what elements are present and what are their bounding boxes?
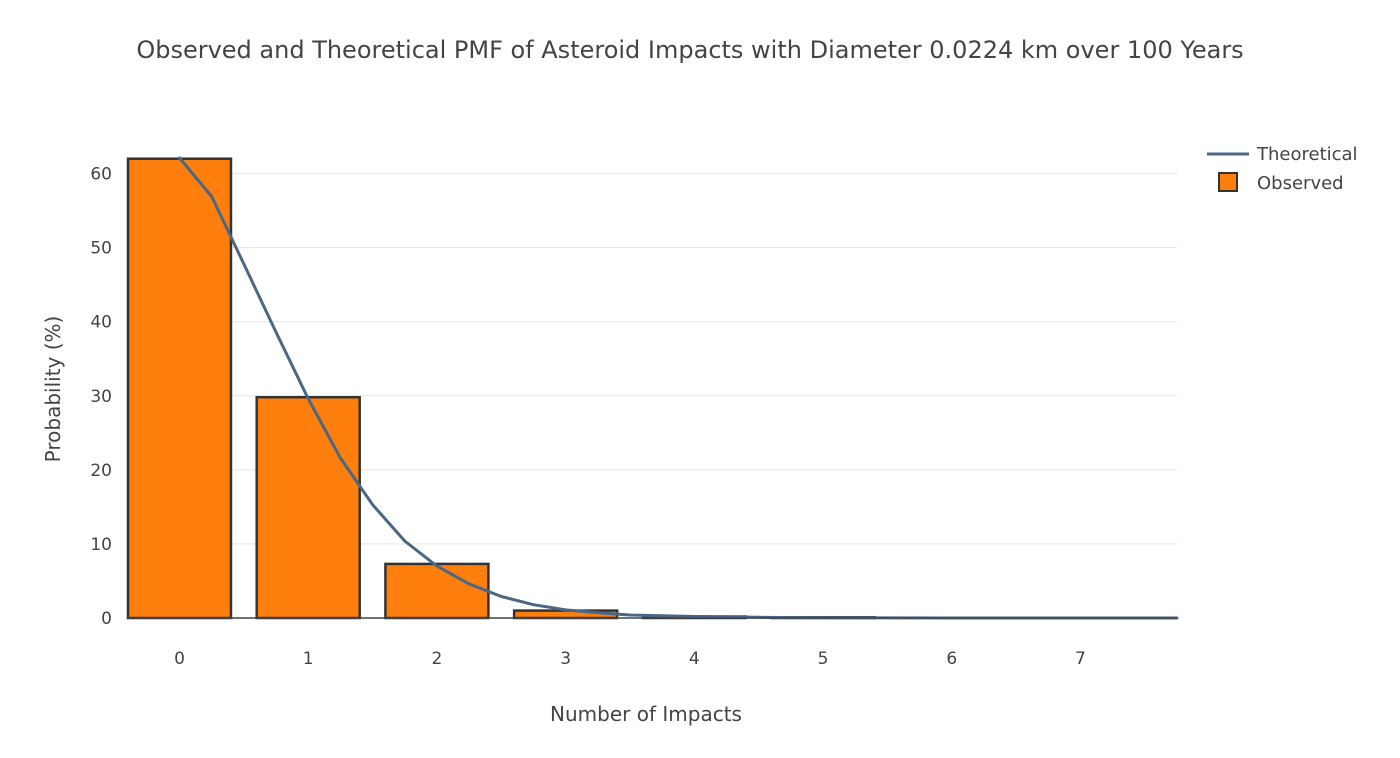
x-tick-label-1: 1 — [303, 649, 314, 669]
legend-label-observed: Observed — [1257, 173, 1344, 194]
x-tick-label-5: 5 — [818, 649, 829, 669]
x-tick-label-0: 0 — [174, 649, 185, 669]
y-tick-label-20: 20 — [90, 461, 112, 481]
y-tick-label-30: 30 — [90, 387, 112, 407]
legend-bar-swatch — [1218, 172, 1238, 192]
bar-observed-2 — [384, 562, 490, 620]
y-tick-label-0: 0 — [101, 609, 112, 629]
legend-item-theoretical[interactable]: Theoretical — [1207, 144, 1358, 165]
x-axis-title: Number of Impacts — [550, 702, 742, 726]
y-axis-title: Probability (%) — [41, 316, 65, 463]
y-tick-label-40: 40 — [90, 313, 112, 333]
legend-label-theoretical: Theoretical — [1256, 144, 1358, 165]
observed-bars — [126, 157, 876, 620]
x-tick-label-2: 2 — [431, 649, 442, 669]
x-tick-label-3: 3 — [560, 649, 571, 669]
x-tick-label-6: 6 — [946, 649, 957, 669]
bar-observed-0 — [126, 157, 233, 620]
axes: 0 10 20 30 40 50 60 0 1 2 3 4 5 6 7 — [90, 165, 1177, 669]
y-tick-label-50: 50 — [90, 239, 112, 259]
legend: Theoretical Observed — [1207, 144, 1358, 194]
chart-title: Observed and Theoretical PMF of Asteroid… — [136, 36, 1243, 64]
legend-item-observed[interactable]: Observed — [1218, 172, 1344, 194]
y-tick-label-60: 60 — [90, 165, 112, 185]
y-tick-label-10: 10 — [90, 535, 112, 555]
bar-observed-1 — [255, 395, 361, 620]
x-tick-label-4: 4 — [689, 649, 700, 669]
x-tick-label-7: 7 — [1075, 649, 1086, 669]
